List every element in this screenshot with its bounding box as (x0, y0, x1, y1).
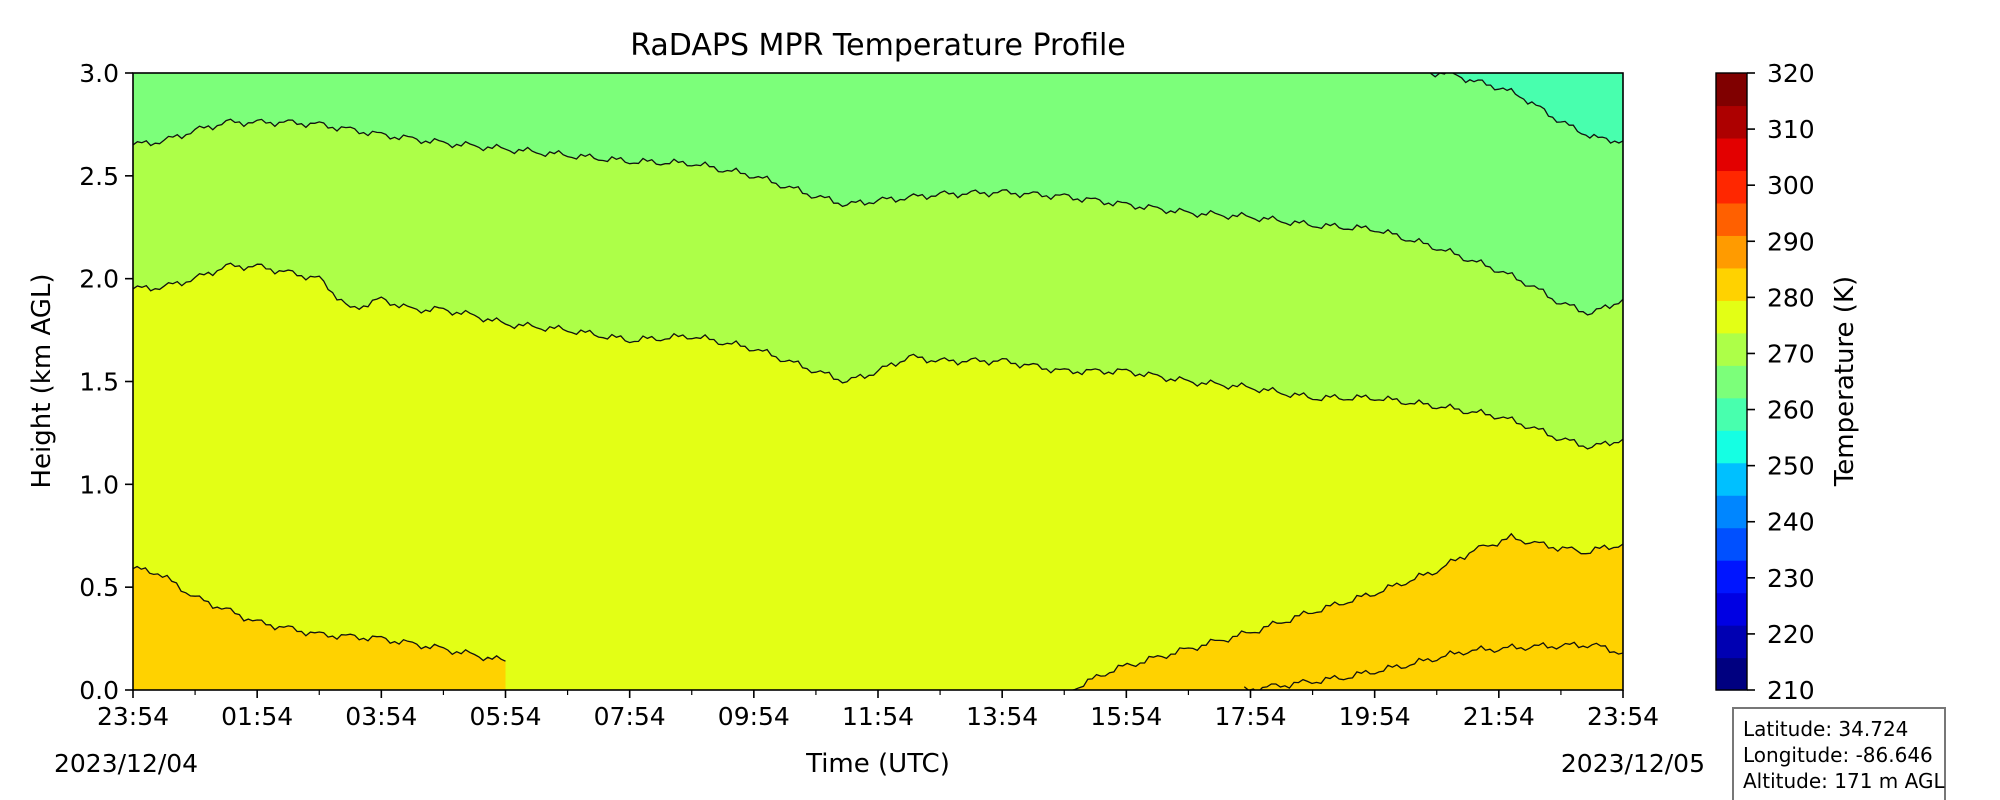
x-tick-label: 23:54 (1587, 702, 1659, 731)
colorbar-tick-label: 260 (1767, 396, 1815, 425)
colorbar-segment (1716, 592, 1747, 626)
colorbar-segment (1716, 527, 1747, 561)
colorbar-segment (1716, 397, 1747, 431)
colorbar-tick-label: 210 (1767, 676, 1815, 705)
plot-area (133, 73, 1623, 690)
y-tick-label: 3.0 (79, 59, 119, 88)
y-tick-label: 2.0 (79, 265, 119, 294)
info-box-frame (1732, 707, 1946, 800)
x-tick-label: 23:54 (97, 702, 169, 731)
colorbar: 210 220 230 240 250 260 270 280 290 300 310 320 (1715, 59, 1815, 705)
colorbar-tick-label: 270 (1767, 339, 1815, 368)
temperature-region-285k-2 (1244, 642, 1623, 690)
colorbar-segment (1716, 170, 1747, 204)
colorbar-segment (1716, 300, 1747, 334)
x-tick-label: 01:54 (221, 702, 293, 731)
colorbar-segment (1716, 625, 1747, 659)
colorbar-segment (1716, 137, 1747, 172)
x-tick-label: 11:54 (842, 702, 914, 731)
temperature-region-280k-0 (133, 566, 506, 690)
colorbar-tick-label: 290 (1767, 227, 1815, 256)
chart-title: RaDAPS MPR Temperature Profile (630, 28, 1126, 63)
contour-270k-5 (1430, 73, 1623, 144)
colorbar-tick-label: 250 (1767, 452, 1815, 481)
colorbar-segment (1716, 560, 1747, 594)
temperature-region-260k-5 (1430, 73, 1623, 144)
x-tick-label: 17:54 (1214, 702, 1286, 731)
x-tick-label: 07:54 (594, 702, 666, 731)
x-tick-label: 15:54 (1090, 702, 1162, 731)
y-tick-label: 1.5 (79, 368, 119, 397)
colorbar-segment (1716, 202, 1747, 236)
y-axis: 0.0 0.5 1.0 1.5 2.0 2.5 3.0 (79, 59, 133, 705)
x-tick-label: 13:54 (966, 702, 1038, 731)
contour-290k-0 (1243, 641, 1623, 690)
colorbar-segment (1716, 267, 1747, 301)
colorbar-tick-label: 240 (1767, 508, 1815, 537)
contour-275k-4 (133, 118, 1623, 316)
colorbar-tick-label: 320 (1767, 59, 1815, 88)
colorbar-segment (1716, 235, 1747, 269)
x-tick-label: 21:54 (1463, 702, 1535, 731)
colorbar-tick-label: 280 (1767, 283, 1815, 312)
x-tick-label: 19:54 (1339, 702, 1411, 731)
contour-lines (133, 73, 1623, 690)
colorbar-segment (1716, 73, 1747, 107)
longitude-label: Longitude: -86.646 (1743, 743, 1933, 767)
altitude-label: Altitude: 171 m AGL (1743, 769, 1945, 793)
y-tick-label: 0.5 (79, 573, 119, 602)
colorbar-segment (1716, 105, 1747, 139)
colorbar-segment (1716, 462, 1747, 496)
colorbar-segment (1716, 430, 1747, 464)
x-tick-label: 09:54 (718, 702, 790, 731)
contour-280k-3 (133, 262, 1623, 450)
colorbar-segment (1716, 332, 1747, 366)
colorbar-frame (1715, 72, 1748, 691)
colorbar-segment (1716, 657, 1747, 691)
info-box: Latitude: 34.724 Longitude: -86.646 Alti… (1732, 707, 1946, 800)
colorbar-tick-label: 230 (1767, 564, 1815, 593)
colorbar-tick-label: 310 (1767, 115, 1815, 144)
x-axis: 23:54 01:54 03:54 05:54 07:54 09:54 11:54 13:54… (97, 690, 1659, 731)
y-tick-label: 2.5 (79, 162, 119, 191)
x-axis-title: Time (UTC) (805, 749, 950, 779)
temperature-regions (133, 73, 1623, 690)
contour-285k-2 (1070, 532, 1623, 690)
colorbar-segment (1716, 365, 1747, 399)
temperature-region-265k-4 (133, 73, 1623, 315)
y-axis-title: Height (km AGL) (27, 273, 57, 488)
colorbar-tick-label: 300 (1767, 171, 1815, 200)
x-tick-label: 05:54 (469, 702, 541, 731)
colorbar-segment (1716, 495, 1747, 529)
y-tick-label: 0.0 (79, 676, 119, 705)
colorbar-tick-label: 220 (1767, 620, 1815, 649)
end-date-label: 2023/12/05 (1561, 749, 1705, 778)
x-tick-label: 03:54 (345, 702, 417, 731)
colorbar-title: Temperature (K) (1830, 276, 1860, 487)
start-date-label: 2023/12/04 (54, 749, 198, 778)
y-tick-label: 1.0 (79, 470, 119, 499)
contour-285k-1 (133, 565, 506, 662)
latitude-label: Latitude: 34.724 (1743, 717, 1908, 741)
